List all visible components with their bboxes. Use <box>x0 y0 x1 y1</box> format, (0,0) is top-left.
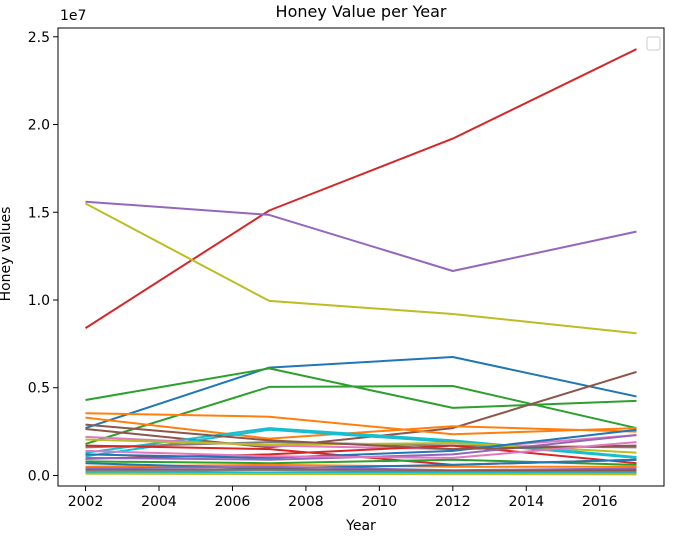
legend-box <box>646 36 661 51</box>
x-tick-label: 2010 <box>362 494 398 510</box>
chart-title: Honey Value per Year <box>276 2 447 21</box>
series-line-28 <box>85 472 637 476</box>
y-tick-label: 0.0 <box>28 468 50 484</box>
y-axis-label: Honey values <box>0 207 14 302</box>
y-tick-label: 0.5 <box>28 381 50 397</box>
x-axis-label: Year <box>345 518 376 534</box>
x-tick-label: 2004 <box>141 494 177 510</box>
y-tick-label: 1.0 <box>28 293 50 309</box>
series-line-7 <box>85 370 637 449</box>
series-line-27 <box>85 471 637 475</box>
series-line-1 <box>84 48 637 329</box>
x-tick-label: 2002 <box>68 494 104 510</box>
series-line-4 <box>85 356 637 430</box>
x-tick-label: 2016 <box>582 494 618 510</box>
series-line-9 <box>85 416 637 440</box>
x-tick-label: 2012 <box>435 494 471 510</box>
plot-frame <box>57 27 665 487</box>
series-line-3 <box>85 202 637 335</box>
y-axis-multiplier: 1e7 <box>60 8 86 24</box>
series-line-2 <box>85 200 637 272</box>
series-line-5 <box>85 367 637 409</box>
x-tick-label: 2014 <box>508 494 544 510</box>
y-tick-label: 1.5 <box>28 205 50 221</box>
x-axis-ticks: 2002 2004 2006 2008 2010 2012 2014 2016 <box>68 486 618 510</box>
series-line-20 <box>85 441 637 459</box>
series-line-23 <box>85 458 637 470</box>
x-tick-label: 2006 <box>215 494 251 510</box>
y-tick-label: 2.0 <box>28 118 50 134</box>
series-layer <box>84 48 637 476</box>
series-line-24 <box>85 465 637 472</box>
y-tick-label: 2.5 <box>28 30 50 46</box>
x-tick-label: 2008 <box>288 494 324 510</box>
series-line-19 <box>85 423 637 451</box>
y-axis-ticks: 0.0 0.5 1.0 1.5 2.0 2.5 <box>28 30 58 484</box>
series-line-26 <box>85 469 637 473</box>
series-line-8 <box>85 412 637 436</box>
series-line-17 <box>85 428 637 459</box>
